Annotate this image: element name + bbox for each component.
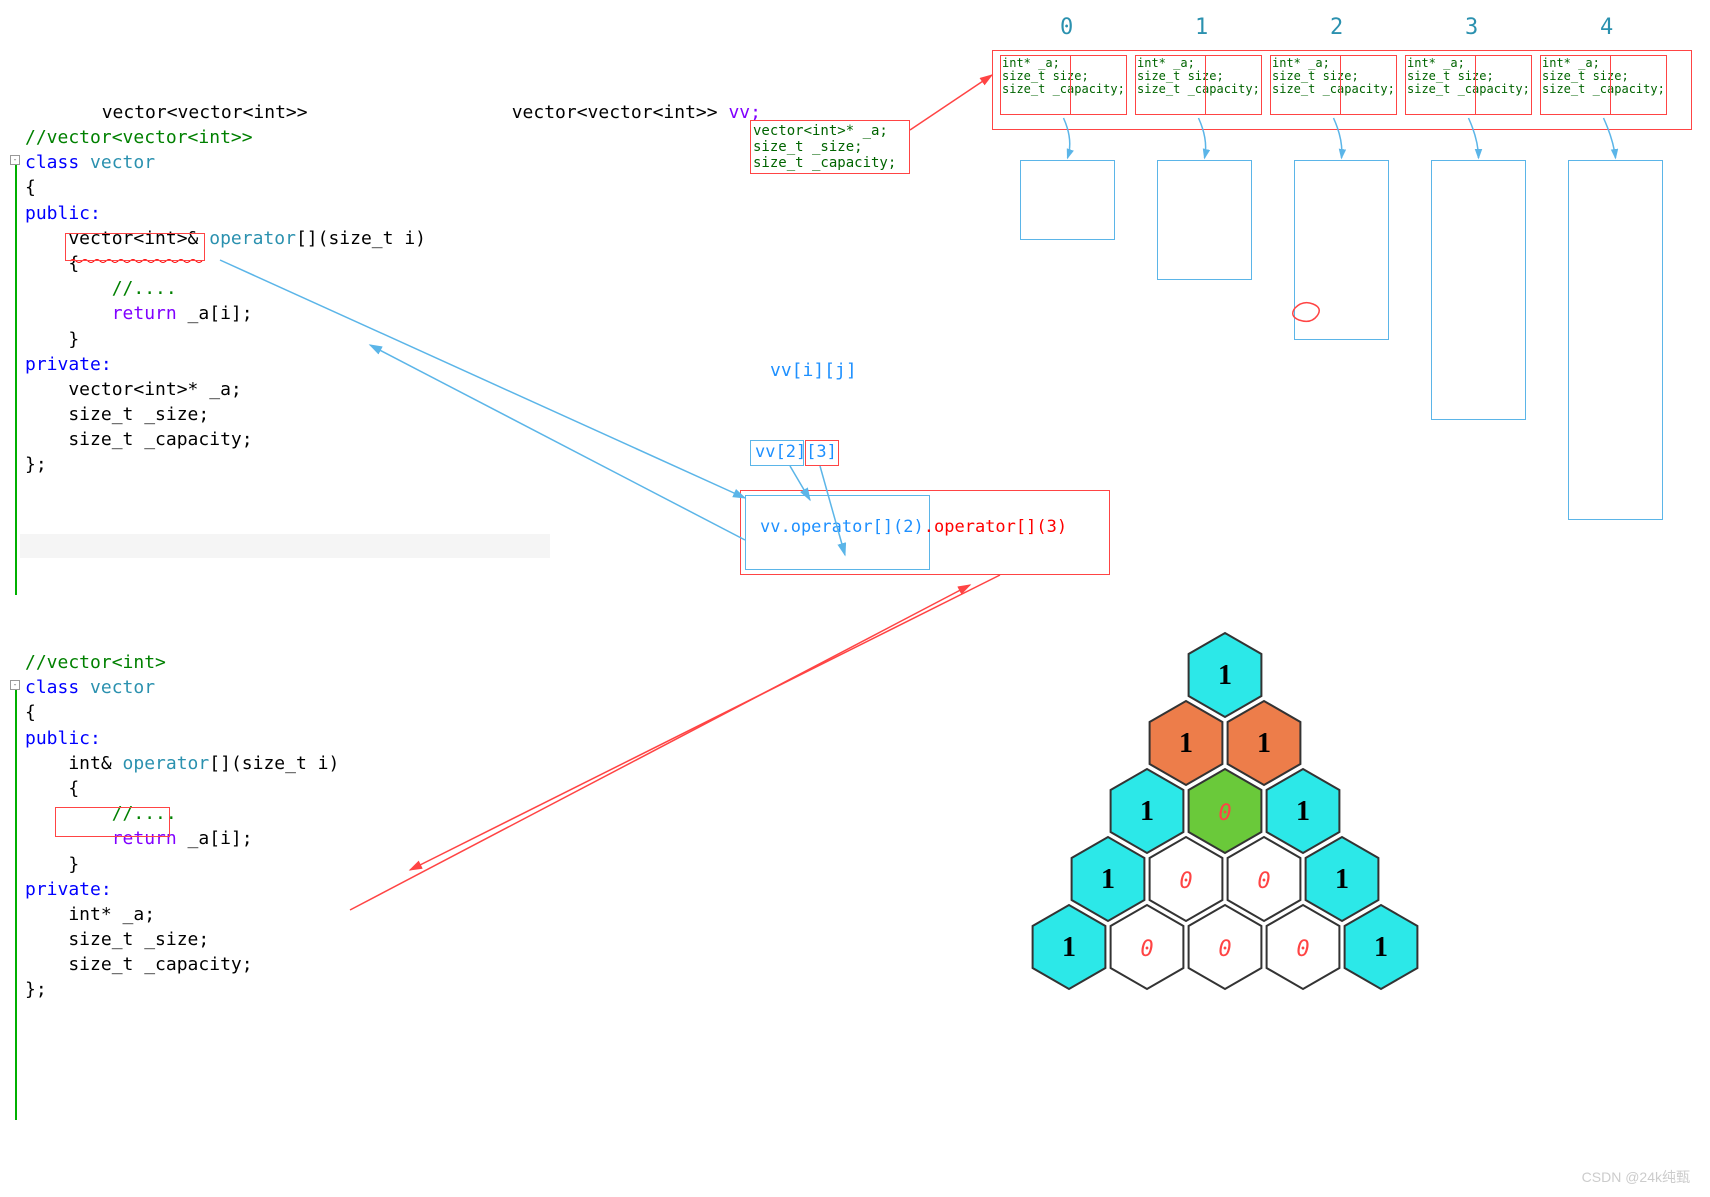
index-label: 4 [1600, 15, 1613, 40]
decl-line: size_t _capacity; [753, 155, 907, 171]
code-line: } [25, 852, 339, 877]
code-line: { [25, 776, 339, 801]
code-comment: //vector<vector<int>> [25, 125, 426, 150]
svg-text:1: 1 [1335, 864, 1349, 895]
svg-text:1: 1 [1140, 796, 1154, 827]
svg-text:0: 0 [1140, 937, 1153, 962]
code-line: { [25, 700, 339, 725]
svg-text:0: 0 [1296, 937, 1309, 962]
svg-text:1: 1 [1374, 932, 1388, 963]
svg-text:0: 0 [1179, 869, 1192, 894]
inner-data-box [1020, 160, 1115, 240]
inner-node: int* _a; size_t size; size_t _capacity; [1135, 55, 1262, 115]
svg-text:0: 0 [1257, 869, 1270, 894]
inner-node: int* _a; size_t size; size_t _capacity; [1270, 55, 1397, 115]
code-comment: //vector<int> [25, 650, 339, 675]
decl-line: size_t _size; [753, 139, 907, 155]
access-expr: vv[i][j] [770, 360, 857, 381]
code-line: private: [25, 352, 426, 377]
svg-text:1: 1 [1179, 728, 1193, 759]
inner-node: int* _a; size_t size; size_t _capacity; [1540, 55, 1667, 115]
watermark: CSDN @24k纯甄 [1582, 1167, 1690, 1187]
active-line-bg [20, 534, 550, 558]
svg-text:1: 1 [1296, 796, 1310, 827]
fold-marker: - [10, 155, 20, 165]
svg-text:1: 1 [1101, 864, 1115, 895]
code-line: public: [25, 201, 426, 226]
index-label: 1 [1195, 15, 1208, 40]
vec-ref-highlight [65, 233, 205, 261]
code-line: class vector [25, 675, 339, 700]
code-line: }; [25, 977, 339, 1002]
pascal-triangle: 1 1 1 1 0 1 1 0 0 1 1 0 0 0 1 [960, 620, 1490, 1100]
inner-node: int* _a; size_t size; size_t _capacity; [1405, 55, 1532, 115]
concrete-expr: vv[2][3] [755, 442, 837, 462]
fold-bar-1 [15, 155, 17, 595]
inner-data-box [1294, 160, 1389, 340]
code-line: public: [25, 726, 339, 751]
code-line: int& operator[](size_t i) [25, 751, 339, 776]
code-line: size_t _size; [25, 927, 339, 952]
svg-text:1: 1 [1062, 932, 1076, 963]
code-line: private: [25, 877, 339, 902]
index-label: 0 [1060, 15, 1073, 40]
svg-text:1: 1 [1257, 728, 1271, 759]
code-line: return _a[i]; [25, 301, 426, 326]
code-line: }; [25, 452, 426, 477]
outer-class-code: //vector<vector<int>> class vector { pub… [25, 125, 426, 478]
svg-text:0: 0 [1218, 801, 1231, 826]
index-label: 2 [1330, 15, 1343, 40]
int-ref-highlight [55, 807, 170, 837]
code-line: } [25, 327, 426, 352]
inner-node: int* _a; size_t size; size_t _capacity; [1000, 55, 1127, 115]
operator-call-expr: vv.operator[](2).operator[](3) [760, 517, 1067, 537]
header-left: vector<vector<int>> [80, 75, 308, 125]
code-line: vector<int>* _a; [25, 377, 426, 402]
code-line: size_t _capacity; [25, 427, 426, 452]
header-right: vector<vector<int>> vv; [490, 75, 761, 125]
fold-marker: - [10, 680, 20, 690]
inner-data-box [1431, 160, 1526, 420]
code-line: class vector [25, 150, 426, 175]
fold-bar-2 [15, 680, 17, 1120]
inner-data-box [1157, 160, 1252, 280]
vv-decl-box: vector<int>* _a; size_t _size; size_t _c… [750, 120, 910, 174]
svg-text:1: 1 [1218, 660, 1232, 691]
inner-data-box [1568, 160, 1663, 520]
code-line: { [25, 175, 426, 200]
code-line: size_t _capacity; [25, 952, 339, 977]
code-line: int* _a; [25, 902, 339, 927]
index-label: 3 [1465, 15, 1478, 40]
decl-line: vector<int>* _a; [753, 123, 907, 139]
code-line: //.... [25, 276, 426, 301]
code-line: size_t _size; [25, 402, 426, 427]
svg-text:0: 0 [1218, 937, 1231, 962]
